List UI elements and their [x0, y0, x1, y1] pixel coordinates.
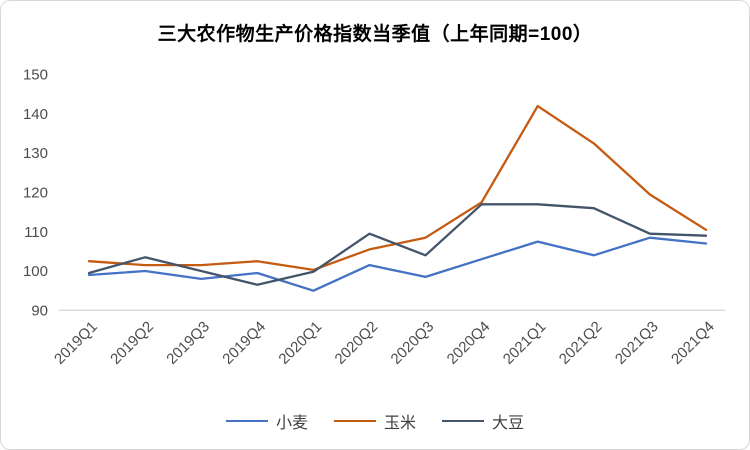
x-tick-label: 2019Q3 [163, 318, 213, 368]
soybean-line-swatch [442, 420, 484, 422]
x-tick-label: 2021Q3 [612, 318, 662, 368]
series-line-2 [87, 203, 708, 286]
legend-label-soybean: 大豆 [492, 415, 525, 432]
corn-line-swatch [333, 420, 376, 422]
x-tick-label: 2020Q2 [332, 318, 382, 368]
x-tick-label: 2021Q1 [500, 318, 550, 368]
y-tick-label: 120 [23, 185, 48, 202]
x-tick-label: 2019Q2 [107, 318, 157, 368]
legend-label-corn: 玉米 [383, 415, 416, 432]
chart-title: 三大农作物生产价格指数当季值（上年同期=100） [157, 24, 593, 45]
y-tick-label: 90 [31, 302, 48, 319]
y-tick-label: 100 [23, 263, 48, 280]
legend: 小麦 玉米 大豆 [1, 409, 749, 433]
legend-item-wheat: 小麦 [225, 409, 308, 433]
x-tick-label: 2020Q3 [388, 318, 438, 368]
x-tick-label: 2019Q4 [219, 318, 269, 368]
x-tick-label: 2019Q1 [51, 318, 101, 368]
legend-label-wheat: 小麦 [275, 415, 308, 432]
series-line-0 [87, 236, 708, 292]
x-tick-label: 2021Q2 [556, 318, 606, 368]
legend-item-corn: 玉米 [333, 409, 416, 433]
wheat-line-swatch [225, 420, 268, 422]
x-tick-label: 2021Q4 [668, 318, 718, 368]
x-tick-label: 2020Q1 [275, 318, 325, 368]
y-tick-label: 130 [23, 145, 48, 162]
x-tick-label: 2020Q4 [444, 318, 494, 368]
legend-item-soybean: 大豆 [442, 409, 524, 433]
y-tick-label: 140 [23, 106, 48, 123]
y-tick-label: 150 [23, 67, 48, 84]
y-tick-label: 110 [24, 224, 48, 241]
